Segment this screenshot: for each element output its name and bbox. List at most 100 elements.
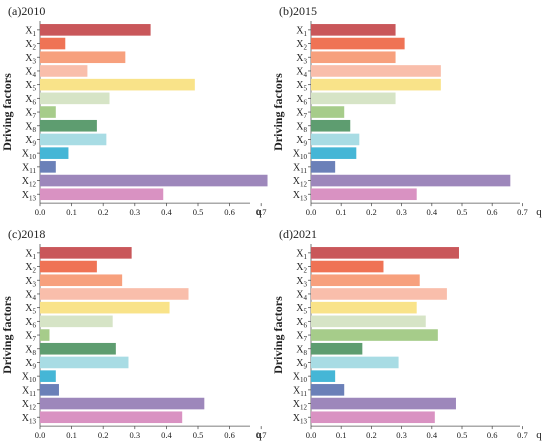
category-label: X3 bbox=[296, 53, 307, 66]
bar-X5 bbox=[311, 302, 417, 314]
panel-title: (d)2021 bbox=[279, 227, 317, 241]
bar-X8 bbox=[40, 343, 116, 355]
bar-X2 bbox=[40, 261, 97, 273]
category-label: X1 bbox=[296, 25, 307, 38]
category-label: X12 bbox=[293, 176, 308, 189]
x-tick-label: 0.4 bbox=[161, 207, 172, 217]
category-label: X1 bbox=[296, 248, 307, 261]
bar-X6 bbox=[311, 316, 426, 328]
bar-X13 bbox=[40, 411, 182, 423]
chart-panel-2: (b)2015 Driving factors X1X2X3X4X5X6X7X8X9… bbox=[271, 4, 542, 218]
chart-panel-4: (d)2021 Driving factors X1X2X3X4X5X6X7X8X9… bbox=[271, 227, 542, 441]
x-tick-label: 0.2 bbox=[98, 430, 109, 440]
bar-X7 bbox=[311, 106, 344, 118]
category-label: X7 bbox=[25, 331, 36, 344]
bar-X11 bbox=[311, 384, 344, 396]
x-tick-label: 0.3 bbox=[129, 430, 140, 440]
bar-X7 bbox=[40, 106, 56, 118]
bar-X4 bbox=[311, 288, 447, 300]
chart-panel-3: (c)2018Driving factorsX1X2X3X4X5X6X7X8X9… bbox=[0, 227, 267, 441]
category-label: X9 bbox=[296, 135, 307, 148]
bar-X9 bbox=[40, 357, 128, 369]
category-label: X13 bbox=[22, 413, 37, 426]
x-tick-label: 0.0 bbox=[35, 207, 46, 217]
x-tick-label: 0.6 bbox=[487, 207, 498, 217]
x-tick-label: 0.1 bbox=[66, 430, 77, 440]
x-tick-label: 0.0 bbox=[306, 207, 317, 217]
category-label: X9 bbox=[296, 358, 307, 371]
bar-X3 bbox=[40, 274, 122, 286]
category-label: X8 bbox=[296, 121, 307, 134]
bar-X8 bbox=[311, 120, 350, 132]
y-axis-label: Driving factors bbox=[271, 73, 285, 151]
x-tick-label: 0.0 bbox=[306, 430, 317, 440]
category-label: X10 bbox=[293, 372, 308, 385]
category-label: X10 bbox=[22, 149, 37, 162]
category-label: X5 bbox=[296, 303, 307, 316]
chart-panel-1: (a)2010 Driving factors X1X2X3X4X5X6X7X8X9… bbox=[0, 4, 268, 218]
bar-X3 bbox=[311, 51, 396, 63]
bar-X9 bbox=[311, 357, 399, 369]
category-label: X2 bbox=[25, 39, 36, 52]
category-label: X6 bbox=[25, 94, 36, 107]
y-axis-label: Driving factors bbox=[0, 296, 14, 374]
category-label: X8 bbox=[25, 344, 36, 357]
category-label: X3 bbox=[296, 276, 307, 289]
bar-X3 bbox=[40, 51, 125, 63]
x-tick-label: 0.2 bbox=[366, 430, 377, 440]
bar-X13 bbox=[40, 188, 163, 200]
x-tick-label: 0.4 bbox=[161, 430, 172, 440]
bar-X5 bbox=[40, 79, 195, 91]
category-label: X7 bbox=[296, 331, 307, 344]
category-label: X3 bbox=[25, 53, 36, 66]
bar-X11 bbox=[40, 161, 56, 173]
panel-title: (a)2010 bbox=[8, 4, 45, 18]
category-label: X9 bbox=[25, 358, 36, 371]
category-label: X7 bbox=[25, 108, 36, 121]
category-label: X1 bbox=[25, 25, 36, 38]
panel-title: (b)2015 bbox=[279, 4, 317, 18]
category-label: X10 bbox=[22, 372, 37, 385]
category-label: X3 bbox=[25, 276, 36, 289]
category-label: X11 bbox=[22, 162, 36, 175]
x-axis-label: q bbox=[256, 429, 262, 441]
category-label: X2 bbox=[296, 262, 307, 275]
category-label: X8 bbox=[25, 121, 36, 134]
category-label: X2 bbox=[296, 39, 307, 52]
bar-X9 bbox=[40, 134, 106, 146]
bar-X9 bbox=[311, 134, 359, 146]
bar-X4 bbox=[311, 65, 441, 77]
bar-X8 bbox=[311, 343, 362, 355]
x-tick-label: 0.3 bbox=[129, 207, 140, 217]
x-tick-label: 0.6 bbox=[224, 430, 235, 440]
bar-X10 bbox=[311, 147, 356, 159]
bar-X4 bbox=[40, 288, 189, 300]
category-label: X4 bbox=[296, 289, 307, 302]
x-tick-label: 0.1 bbox=[336, 207, 347, 217]
category-label: X4 bbox=[296, 66, 307, 79]
x-tick-label: 0.3 bbox=[396, 430, 407, 440]
category-label: X11 bbox=[293, 162, 307, 175]
bar-X2 bbox=[311, 261, 383, 273]
bar-X7 bbox=[40, 329, 49, 341]
bar-X12 bbox=[311, 398, 456, 410]
y-axis-label: Driving factors bbox=[271, 296, 285, 374]
category-label: X12 bbox=[22, 176, 37, 189]
category-label: X13 bbox=[22, 190, 37, 203]
bar-X2 bbox=[311, 38, 405, 50]
x-tick-label: 0.6 bbox=[487, 430, 498, 440]
bar-X11 bbox=[311, 161, 335, 173]
category-label: X5 bbox=[25, 303, 36, 316]
bar-X1 bbox=[311, 24, 396, 36]
bar-X2 bbox=[40, 38, 65, 50]
bar-X6 bbox=[311, 93, 396, 105]
bar-X1 bbox=[40, 247, 132, 259]
x-tick-label: 0.2 bbox=[366, 207, 377, 217]
bar-X5 bbox=[311, 79, 441, 91]
bar-X1 bbox=[311, 247, 459, 259]
bar-X13 bbox=[311, 411, 435, 423]
x-tick-label: 0.2 bbox=[98, 207, 109, 217]
x-tick-label: 0.4 bbox=[426, 430, 437, 440]
x-tick-label: 0.5 bbox=[457, 430, 468, 440]
